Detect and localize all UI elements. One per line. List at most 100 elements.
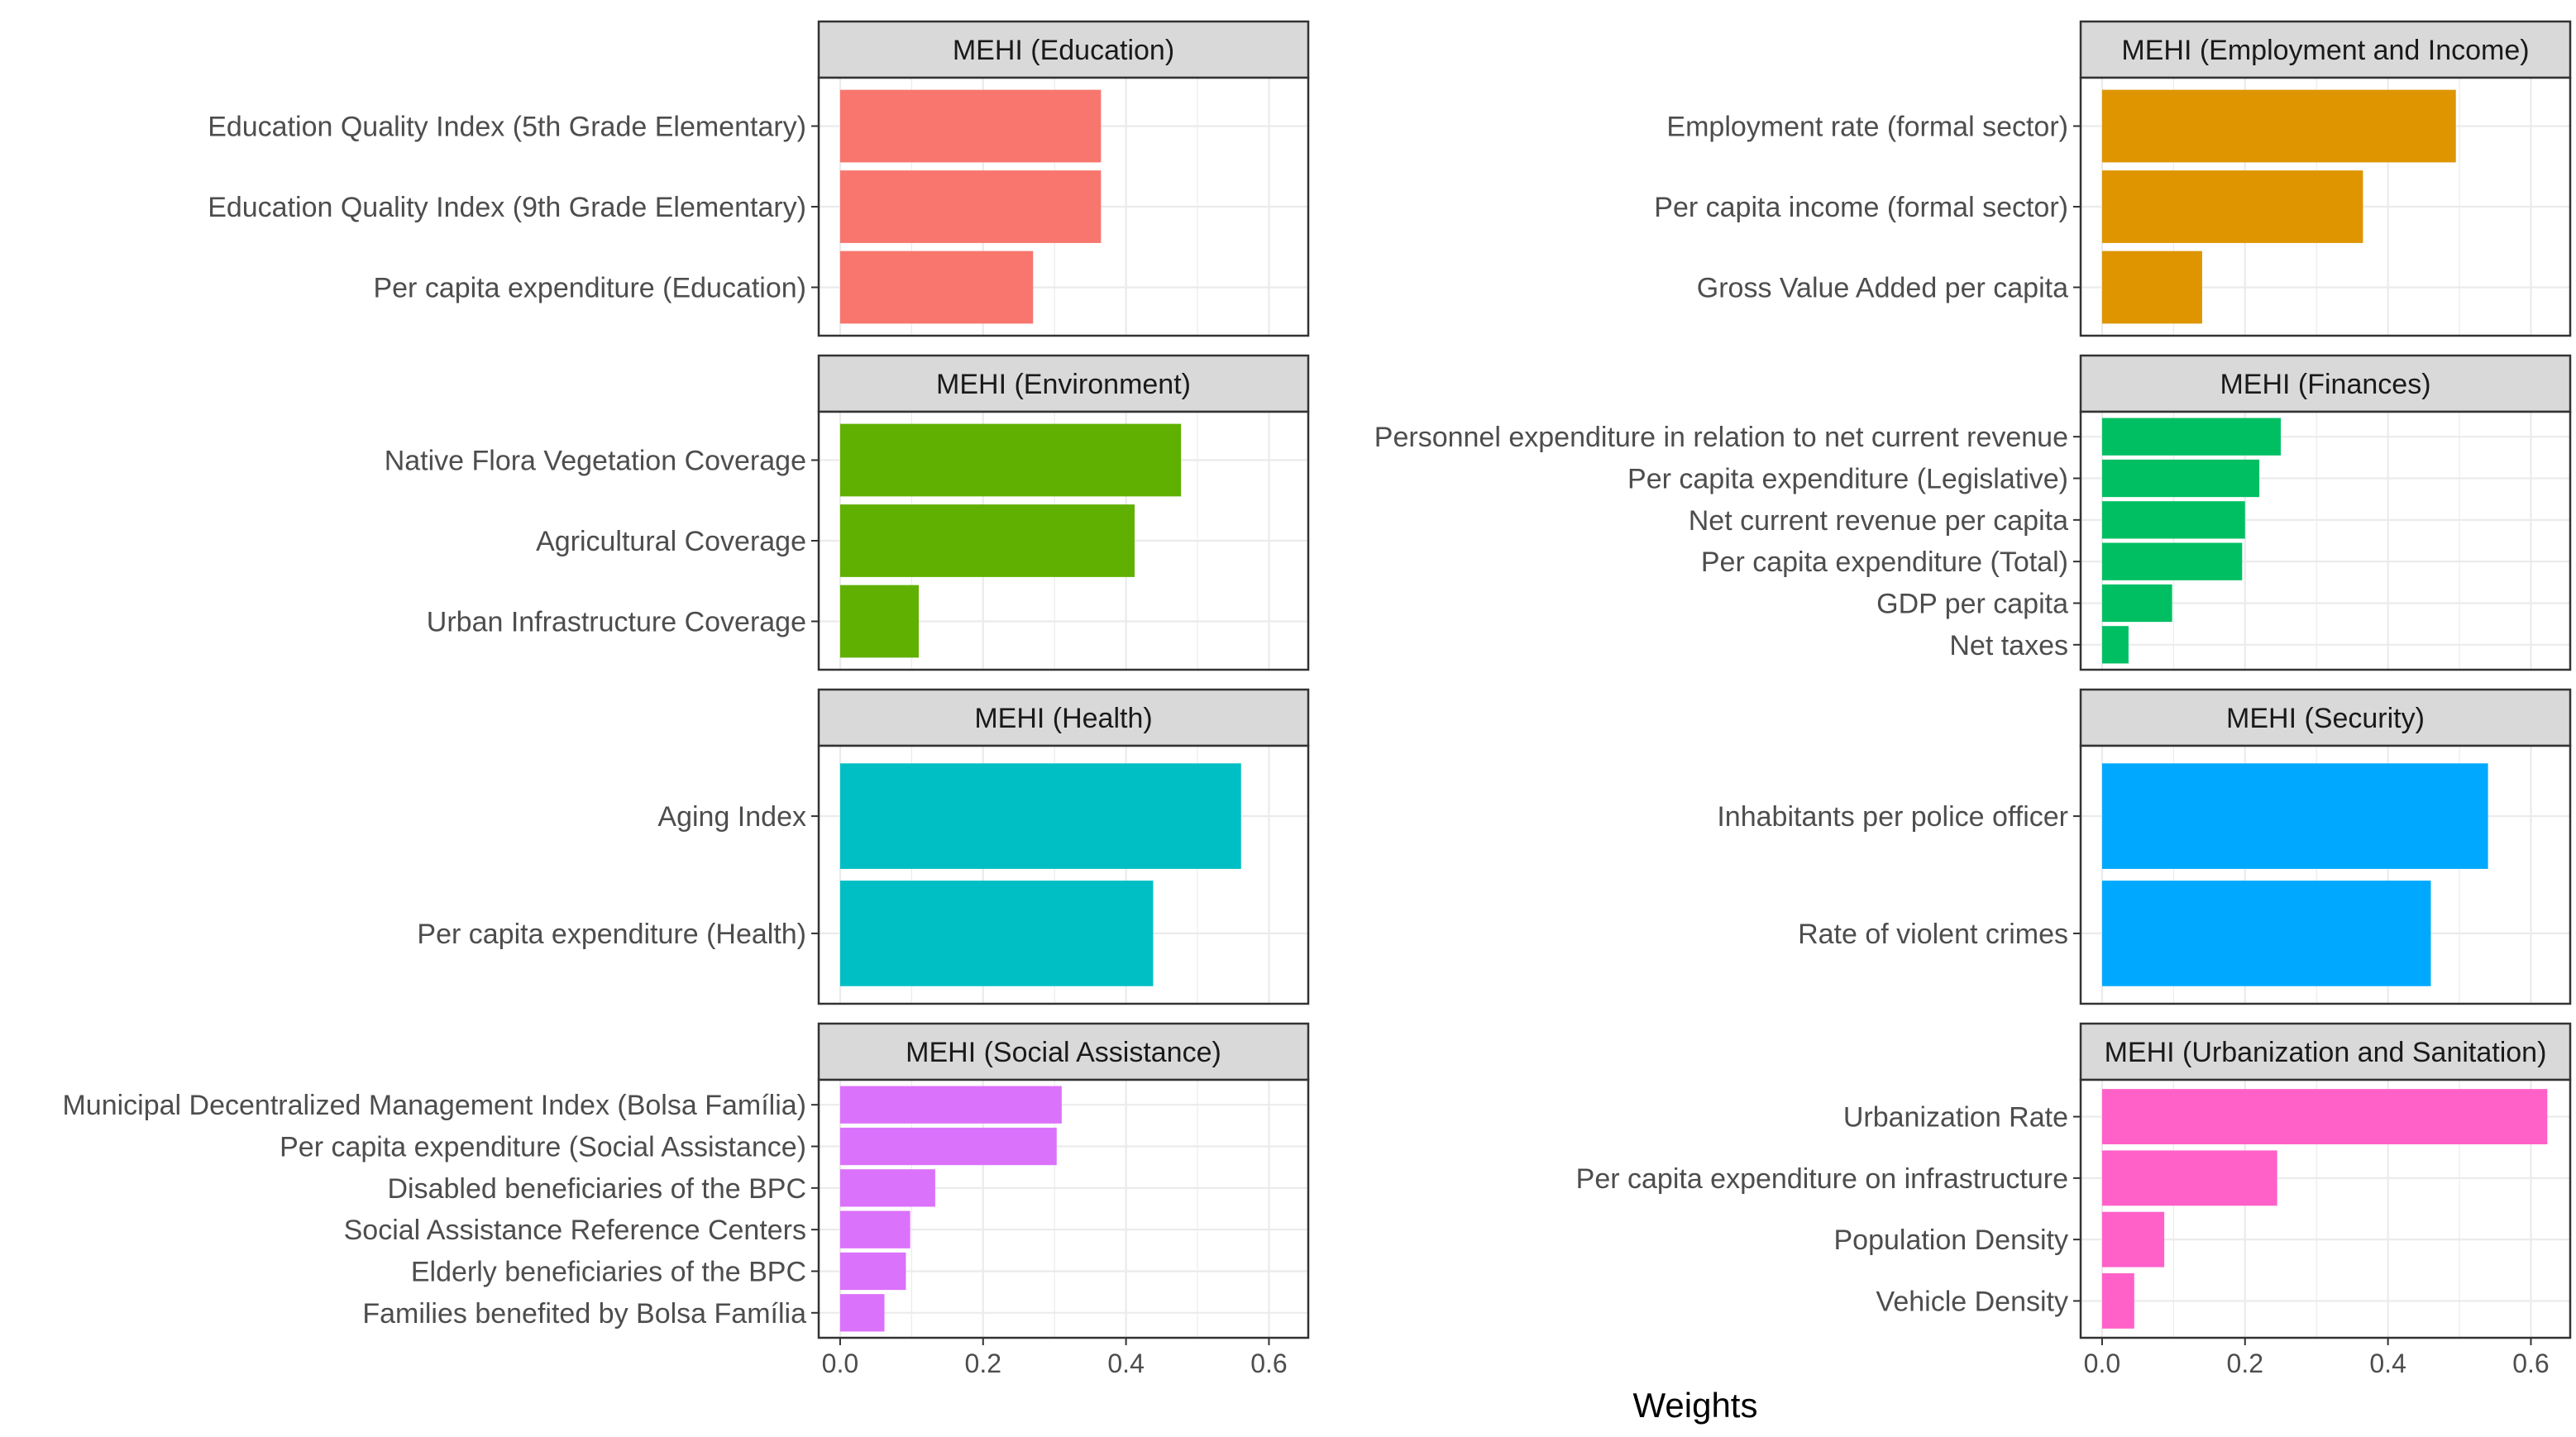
- panel-border: [817, 1078, 1310, 1339]
- panel-border: [2079, 410, 2572, 671]
- facet-strip: [817, 1022, 1310, 1081]
- x-tick-label: 0.6: [2512, 1349, 2549, 1378]
- panel-border: [817, 76, 1310, 337]
- bar: [2101, 459, 2260, 498]
- facet-strip: [2079, 1022, 2572, 1081]
- facet-panels: MEHI (Education) Education Quality Index …: [62, 20, 2572, 1378]
- facet-strip: [817, 354, 1310, 413]
- category-label: Urban Infrastructure Coverage: [427, 607, 806, 638]
- category-label: Education Quality Index (9th Grade Eleme…: [208, 192, 806, 223]
- category-label: Rate of violent crimes: [1798, 919, 2068, 950]
- bar: [2101, 251, 2202, 324]
- bar: [2101, 1273, 2134, 1329]
- category-label: Per capita expenditure on infrastructure: [1576, 1163, 2068, 1195]
- panel-mehi-environment: MEHI (Environment) Native Flora Vegetatio…: [385, 354, 1310, 671]
- bar: [2101, 542, 2243, 580]
- bar: [839, 1169, 935, 1207]
- bar: [839, 763, 1241, 869]
- category-label: Municipal Decentralized Management Index…: [62, 1090, 806, 1121]
- x-axis-title: Weights: [1633, 1386, 1758, 1425]
- category-label: Social Assistance Reference Centers: [344, 1215, 806, 1246]
- bar: [2101, 89, 2456, 163]
- category-label: Education Quality Index (5th Grade Eleme…: [208, 112, 806, 143]
- bar: [839, 1294, 885, 1332]
- panel-border: [817, 744, 1310, 1005]
- facet-strip: [817, 20, 1310, 79]
- category-label: Per capita income (formal sector): [1654, 192, 2068, 223]
- bar: [2101, 501, 2245, 539]
- bar: [839, 585, 919, 658]
- bar: [2101, 1211, 2165, 1268]
- category-label: Inhabitants per police officer: [1717, 801, 2068, 833]
- x-tick-label: 0.2: [2227, 1349, 2263, 1378]
- category-label: Personnel expenditure in relation to net…: [1374, 422, 2068, 453]
- panel-mehi-finances: MEHI (Finances) Personnel expenditure in …: [1374, 354, 2572, 671]
- category-label: Per capita expenditure (Education): [373, 273, 806, 304]
- category-label: Elderly beneficiaries of the BPC: [411, 1256, 806, 1287]
- category-label: Agricultural Coverage: [536, 526, 806, 557]
- facet-title: MEHI (Urbanization and Sanitation): [2105, 1037, 2547, 1068]
- category-label: Population Density: [1833, 1225, 2068, 1256]
- category-label: Per capita expenditure (Total): [1701, 547, 2068, 578]
- category-label: Net taxes: [1949, 630, 2068, 661]
- category-label: Per capita expenditure (Health): [417, 919, 806, 950]
- category-label: Disabled beneficiaries of the BPC: [388, 1173, 807, 1205]
- panel-mehi-education: MEHI (Education) Education Quality Index …: [208, 20, 1310, 337]
- x-tick-label: 0.4: [2369, 1349, 2406, 1378]
- category-label: Families benefited by Bolsa Família: [362, 1298, 806, 1330]
- category-label: Gross Value Added per capita: [1697, 273, 2068, 304]
- bar: [839, 881, 1154, 986]
- bar: [2101, 626, 2129, 664]
- facet-strip: [2079, 688, 2572, 747]
- bar: [2101, 418, 2281, 456]
- category-label: Per capita expenditure (Social Assistanc…: [280, 1132, 806, 1163]
- bar: [839, 89, 1102, 163]
- category-label: Urbanization Rate: [1843, 1102, 2068, 1134]
- facet-title: MEHI (Health): [974, 703, 1152, 734]
- category-label: GDP per capita: [1876, 588, 2068, 619]
- panel-mehi-security: MEHI (Security) Inhabitants per police of…: [1717, 688, 2572, 1005]
- x-tick-label: 0.2: [965, 1349, 1001, 1378]
- facet-title: MEHI (Environment): [936, 369, 1191, 400]
- panel-mehi-social-assistance: MEHI (Social Assistance) Municipal Decent…: [62, 1022, 1310, 1378]
- bar: [2101, 1089, 2548, 1144]
- category-label: Aging Index: [657, 801, 806, 833]
- category-label: Employment rate (formal sector): [1666, 112, 2068, 143]
- bar: [2101, 1150, 2277, 1206]
- bar: [839, 1127, 1057, 1166]
- panel-mehi-employment-and-income: MEHI (Employment and Income) Employment r…: [1654, 20, 2572, 337]
- bar: [2101, 881, 2431, 986]
- x-tick-label: 0.0: [2084, 1349, 2120, 1378]
- panel-border: [2079, 1078, 2572, 1339]
- bar: [839, 251, 1034, 324]
- facet-strip: [817, 688, 1310, 747]
- category-label: Native Flora Vegetation Coverage: [385, 446, 806, 477]
- facet-title: MEHI (Education): [953, 35, 1174, 66]
- category-label: Per capita expenditure (Legislative): [1627, 464, 2068, 495]
- facet-title: MEHI (Finances): [2220, 369, 2430, 400]
- bar: [839, 1086, 1062, 1124]
- bar: [839, 1210, 910, 1248]
- facet-strip: [2079, 354, 2572, 413]
- x-tick-label: 0.4: [1107, 1349, 1144, 1378]
- panel-border: [2079, 76, 2572, 337]
- bar: [2101, 584, 2172, 623]
- x-tick-label: 0.6: [1250, 1349, 1287, 1378]
- category-label: Net current revenue per capita: [1689, 505, 2068, 537]
- facet-title: MEHI (Employment and Income): [2121, 35, 2529, 66]
- panel-mehi-urbanization-and-sanitation: MEHI (Urbanization and Sanitation) Urbani…: [1576, 1022, 2572, 1378]
- bar: [839, 1252, 906, 1291]
- x-tick-label: 0.0: [822, 1349, 858, 1378]
- panel-border: [2079, 744, 2572, 1005]
- panel-border: [817, 410, 1310, 671]
- category-label: Vehicle Density: [1876, 1286, 2068, 1317]
- facet-strip: [2079, 20, 2572, 79]
- facet-title: MEHI (Social Assistance): [906, 1037, 1221, 1068]
- bar: [839, 504, 1135, 577]
- facet-title: MEHI (Security): [2226, 703, 2425, 734]
- bar: [2101, 763, 2488, 869]
- panel-mehi-health: MEHI (Health) Aging Index Per capita expen…: [417, 688, 1310, 1005]
- bar: [2101, 170, 2363, 243]
- bar: [839, 423, 1182, 497]
